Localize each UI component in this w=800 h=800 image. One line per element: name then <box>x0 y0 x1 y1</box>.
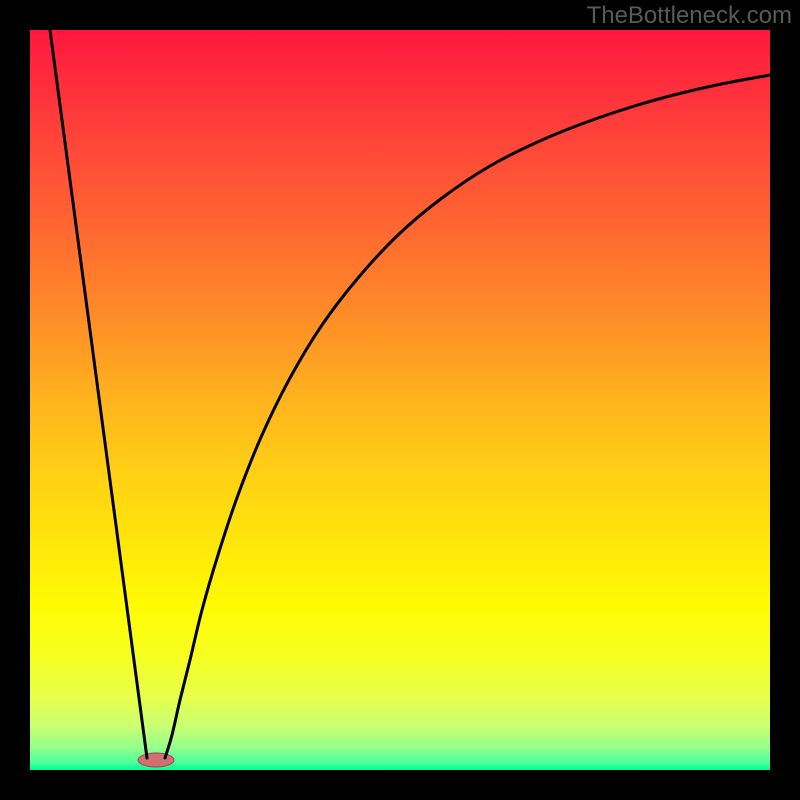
plot-area <box>30 30 770 770</box>
optimal-marker <box>138 753 174 767</box>
watermark-text: TheBottleneck.com <box>587 2 792 30</box>
bottleneck-chart <box>0 0 800 800</box>
chart-container: TheBottleneck.com <box>0 0 800 800</box>
